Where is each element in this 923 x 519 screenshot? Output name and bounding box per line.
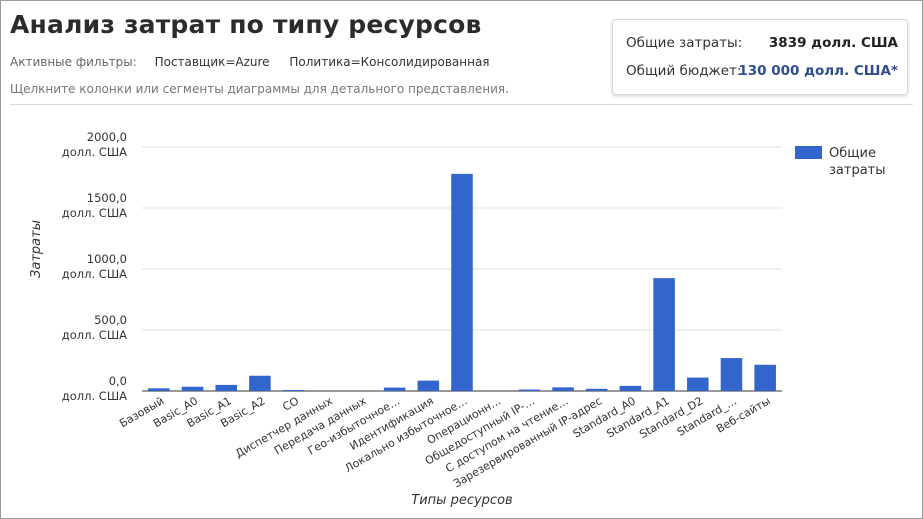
total-budget-value: 130 000 долл. США*: [738, 63, 898, 79]
bar[interactable]: [249, 375, 271, 391]
y-tick-label: 0,0: [109, 374, 127, 388]
total-budget-label: Общий бюджет:: [626, 63, 742, 79]
page-title: Анализ затрат по типу ресурсов: [10, 10, 482, 39]
bar[interactable]: [687, 377, 709, 391]
bar[interactable]: [282, 390, 305, 391]
bar[interactable]: [619, 385, 642, 391]
chart-bars[interactable]: [148, 173, 776, 391]
bar[interactable]: [552, 387, 574, 391]
total-cost-label: Общие затраты:: [626, 35, 743, 51]
x-axis-title: Типы ресурсов: [411, 493, 512, 508]
y-tick-unit: долл. США: [62, 267, 127, 281]
bar[interactable]: [383, 387, 406, 391]
y-axis-title: Затраты: [29, 220, 44, 278]
active-filters: Активные фильтры: Поставщик=Azure Полити…: [10, 55, 506, 69]
y-tick-unit: долл. США: [62, 389, 127, 403]
legend-swatch: [795, 146, 822, 159]
bar[interactable]: [148, 388, 170, 391]
bar[interactable]: [451, 173, 473, 391]
bar[interactable]: [653, 278, 675, 391]
filter-policy[interactable]: Политика=Консолидированная: [289, 55, 490, 69]
bar[interactable]: [417, 380, 440, 391]
filters-label: Активные фильтры:: [10, 55, 137, 69]
y-tick-unit: долл. США: [62, 206, 127, 220]
total-budget-row: Общий бюджет: 130 000 долл. США*: [626, 63, 898, 79]
filter-provider[interactable]: Поставщик=Azure: [154, 55, 270, 69]
bar[interactable]: [720, 358, 743, 391]
y-tick-label: 500,0: [94, 313, 127, 327]
total-cost-row: Общие затраты: 3839 долл. США: [626, 35, 898, 51]
header-divider: [10, 104, 913, 105]
y-tick-label: 1000,0: [87, 252, 127, 266]
bar[interactable]: [585, 388, 608, 391]
total-cost-value: 3839 долл. США: [768, 35, 898, 51]
bar[interactable]: [181, 386, 204, 391]
y-tick-unit: долл. США: [62, 328, 127, 342]
bar[interactable]: [518, 389, 541, 391]
chart-legend[interactable]: Общие затраты: [795, 146, 886, 178]
bar[interactable]: [754, 364, 776, 391]
drilldown-hint: Щелкните колонки или сегменты диаграммы …: [10, 82, 509, 96]
legend-label: Общие затраты: [829, 146, 886, 178]
bar[interactable]: [215, 384, 237, 391]
cost-summary-card: Общие затраты: 3839 долл. США Общий бюдж…: [612, 19, 908, 95]
y-tick-label: 2000,0: [87, 130, 127, 144]
y-tick-label: 1500,0: [87, 191, 127, 205]
y-tick-unit: долл. США: [62, 145, 127, 159]
